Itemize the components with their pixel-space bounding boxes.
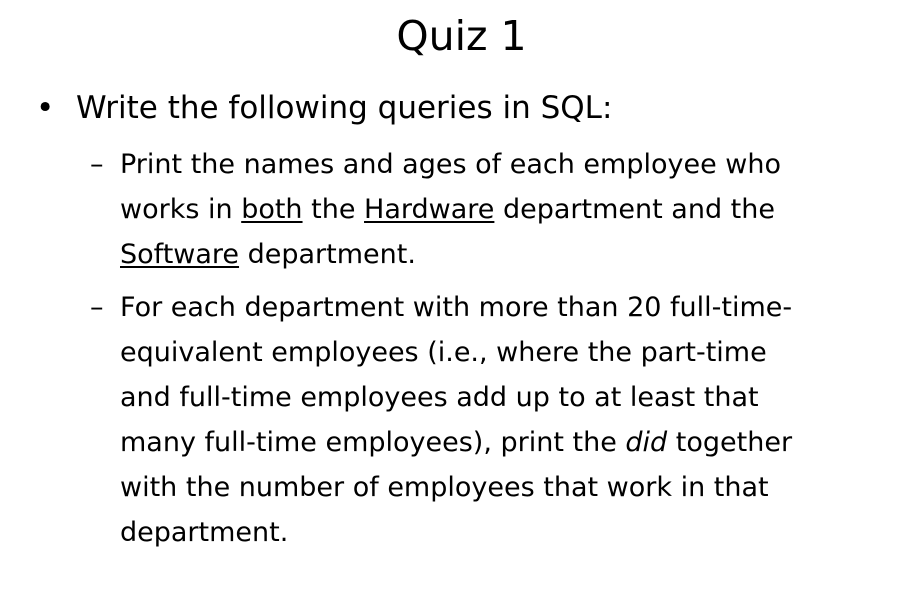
underlined-word-both: both <box>241 194 303 225</box>
text-fragment: department and the <box>494 194 775 225</box>
sub-item-2-line-1: For each department with more than 20 fu… <box>120 292 793 323</box>
dash-symbol: – <box>90 292 104 323</box>
italic-word-did: did <box>625 427 668 458</box>
sub-item-2-line-3: and full-time employees add up to at lea… <box>120 382 759 413</box>
sub-item-1-line-3: Software department. <box>120 232 890 277</box>
text-fragment: department. <box>239 239 416 270</box>
underlined-word-hardware: Hardware <box>364 194 495 225</box>
text-fragment: works in <box>120 194 242 225</box>
sub-item-2-line-2: equivalent employees (i.e., where the pa… <box>120 337 767 368</box>
dash-symbol: – <box>90 149 104 180</box>
sub-item-1-line-1: Print the names and ages of each employe… <box>120 149 781 180</box>
sub-item-2-line-6: department. <box>120 517 289 548</box>
text-fragment: many full-time employees), print the <box>120 427 626 458</box>
underlined-word-software: Software <box>120 239 240 270</box>
sub-item-2-text: For each department with more than 20 fu… <box>120 285 890 555</box>
text-fragment: the <box>302 194 365 225</box>
text-fragment: together <box>667 427 793 458</box>
bullet-text: Write the following queries in SQL: <box>76 90 613 126</box>
sub-item-1-text: Print the names and ages of each employe… <box>120 142 890 277</box>
sub-item-2-line-4: many full-time employees), print the did… <box>120 420 890 465</box>
slide-title: Quiz 1 <box>396 12 527 60</box>
sub-item-1-line-2: works in both the Hardware department an… <box>120 187 890 232</box>
bullet-symbol: • <box>36 90 55 126</box>
sub-item-2-line-5: with the number of employees that work i… <box>120 472 769 503</box>
